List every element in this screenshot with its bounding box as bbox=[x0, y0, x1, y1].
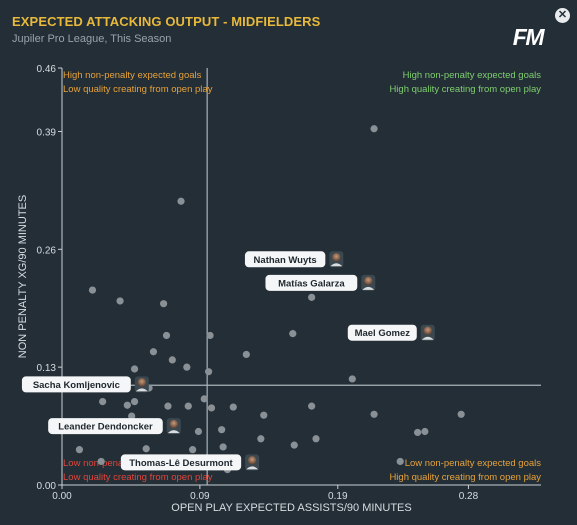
player-avatar-icon bbox=[332, 253, 341, 262]
data-point bbox=[116, 297, 124, 305]
data-point bbox=[97, 457, 105, 466]
x-tick-label: 0.28 bbox=[459, 491, 479, 502]
data-point bbox=[88, 286, 97, 294]
player-avatar-icon bbox=[137, 378, 147, 387]
data-point bbox=[218, 426, 226, 434]
player-shirt-icon bbox=[167, 430, 180, 434]
data-point bbox=[130, 365, 139, 373]
x-tick-label: 0.19 bbox=[328, 491, 348, 502]
x-tick-label: 0.09 bbox=[190, 491, 210, 502]
chart-axes: 0.00 0.09 0.19 0.28 0.00 0.13 0.26 0.39 0.46 OPEN… bbox=[17, 64, 541, 514]
player-avatar-icon bbox=[423, 326, 432, 335]
data-point bbox=[289, 330, 297, 338]
player-shirt-icon bbox=[330, 263, 343, 267]
player-label-box bbox=[120, 454, 242, 471]
data-point bbox=[396, 457, 404, 466]
player-avatar-icon bbox=[364, 276, 373, 286]
player-name-label: Mael Gomez bbox=[355, 328, 411, 339]
quadrant-top-left-line-2: Low quality creating from open play bbox=[63, 84, 213, 95]
data-point bbox=[162, 331, 171, 340]
quadrant-bottom-right-line-1: Low non-penalty expected goals bbox=[405, 458, 542, 469]
player-marker: Thomas-Lê Desurmont bbox=[120, 454, 260, 471]
data-point bbox=[206, 331, 214, 340]
y-tick-label: 0.13 bbox=[37, 363, 57, 374]
data-point bbox=[99, 398, 107, 406]
data-point bbox=[149, 348, 158, 356]
data-point bbox=[142, 445, 150, 453]
y-tick-label: 0.46 bbox=[37, 64, 57, 75]
player-label-box bbox=[48, 418, 163, 435]
data-point bbox=[370, 410, 378, 418]
data-point bbox=[128, 412, 136, 420]
player-marker: Sacha Komljenovic bbox=[21, 376, 149, 393]
player-marker: Nathan Wuyts bbox=[244, 251, 344, 268]
data-point bbox=[219, 443, 227, 451]
data-point bbox=[308, 402, 316, 410]
data-point bbox=[168, 356, 176, 364]
player-name-label: Nathan Wuyts bbox=[254, 255, 317, 266]
chart-subtitle: Jupiler Pro League, This Season bbox=[12, 33, 172, 45]
player-label-box bbox=[21, 376, 131, 393]
data-point bbox=[160, 300, 168, 308]
data-point bbox=[207, 404, 216, 412]
data-point bbox=[177, 197, 185, 205]
data-point bbox=[348, 375, 356, 383]
player-shirt-icon bbox=[362, 286, 375, 290]
data-point bbox=[257, 435, 265, 443]
data-point bbox=[123, 401, 131, 409]
y-tick-label: 0.00 bbox=[37, 481, 57, 492]
player-shirt-icon bbox=[246, 466, 259, 470]
player-marker: Matías Galarza bbox=[265, 274, 376, 291]
player-name-label: Thomas-Lê Desurmont bbox=[129, 458, 233, 469]
player-name-label: Matías Galarza bbox=[278, 278, 345, 289]
close-icon[interactable]: ✕ bbox=[555, 8, 570, 23]
y-tick-label: 0.39 bbox=[37, 127, 57, 138]
data-point bbox=[183, 363, 191, 371]
player-shirt-icon bbox=[421, 336, 434, 340]
x-tick-label: 0.00 bbox=[52, 491, 72, 502]
highlighted-players: Nathan Wuyts Matías Galarza Mael Gomez Sach… bbox=[21, 251, 435, 471]
data-point bbox=[421, 427, 429, 436]
quadrant-top-right-line-1: High non-penalty expected goals bbox=[403, 70, 542, 81]
data-point bbox=[75, 446, 84, 454]
data-point bbox=[290, 441, 298, 449]
player-marker: Leander Dendoncker bbox=[48, 418, 181, 435]
quadrant-bottom-right-line-2: High quality creating from open play bbox=[389, 472, 541, 483]
data-point bbox=[189, 446, 197, 454]
player-label-box bbox=[265, 274, 358, 291]
player-name-label: Sacha Komljenovic bbox=[33, 380, 120, 391]
data-point bbox=[184, 402, 192, 410]
data-point bbox=[242, 350, 250, 359]
data-point bbox=[130, 398, 139, 406]
data-point bbox=[308, 293, 316, 301]
data-point bbox=[370, 125, 378, 133]
player-marker: Mael Gomez bbox=[347, 324, 435, 341]
data-point bbox=[229, 403, 237, 411]
y-axis-label: NON PENALTY XG/90 MINUTES bbox=[17, 195, 29, 358]
data-point bbox=[205, 368, 213, 376]
chart-title: EXPECTED ATTACKING OUTPUT - MIDFIELDERS bbox=[12, 14, 321, 29]
y-tick-label: 0.26 bbox=[37, 245, 57, 256]
data-point bbox=[457, 410, 465, 418]
data-point bbox=[164, 402, 172, 410]
player-avatar-icon bbox=[247, 456, 257, 465]
quadrant-top-left-line-1: High non-penalty expected goals bbox=[63, 70, 202, 81]
quadrant-bottom-left-line-2: Low quality creating from open play bbox=[63, 472, 213, 483]
data-point bbox=[312, 435, 320, 443]
fm-logo: FM bbox=[512, 24, 545, 50]
x-axis-label: OPEN PLAY EXPECTED ASSISTS/90 MINUTES bbox=[171, 502, 411, 514]
player-label-box bbox=[347, 324, 417, 341]
player-avatar-icon bbox=[169, 419, 178, 429]
player-shirt-icon bbox=[135, 388, 148, 392]
player-name-label: Leander Dendoncker bbox=[58, 422, 153, 433]
data-point bbox=[194, 427, 203, 436]
data-point bbox=[200, 395, 208, 403]
data-point bbox=[260, 411, 268, 419]
player-label-box bbox=[244, 251, 326, 268]
data-point bbox=[414, 428, 422, 437]
quadrant-top-right-line-2: High quality creating from open play bbox=[389, 84, 541, 95]
